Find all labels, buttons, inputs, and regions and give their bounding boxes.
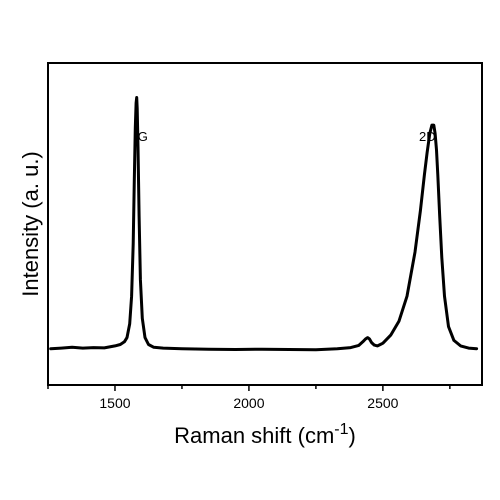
peak-label-2d: 2D	[419, 129, 436, 144]
peak-label-g: G	[138, 129, 148, 144]
x-axis-title: Raman shift (cm-1)	[174, 421, 356, 448]
plot-frame	[47, 62, 483, 386]
x-tick-label: 2000	[233, 395, 264, 411]
x-axis-tick-labels: 1500 2000 2500	[99, 395, 398, 411]
y-axis-title: Intensity (a. u.)	[18, 151, 43, 297]
x-axis-title-main: Raman shift (cm	[174, 423, 334, 448]
x-tick-label: 1500	[99, 395, 130, 411]
x-tick-label: 2500	[367, 395, 398, 411]
raman-spectrum-line	[49, 96, 479, 352]
x-axis-title-superscript: -1	[334, 421, 348, 438]
x-axis-ticks	[47, 385, 451, 391]
peak-annotations: G 2D	[138, 129, 436, 144]
x-axis-title-suffix: )	[349, 423, 356, 448]
